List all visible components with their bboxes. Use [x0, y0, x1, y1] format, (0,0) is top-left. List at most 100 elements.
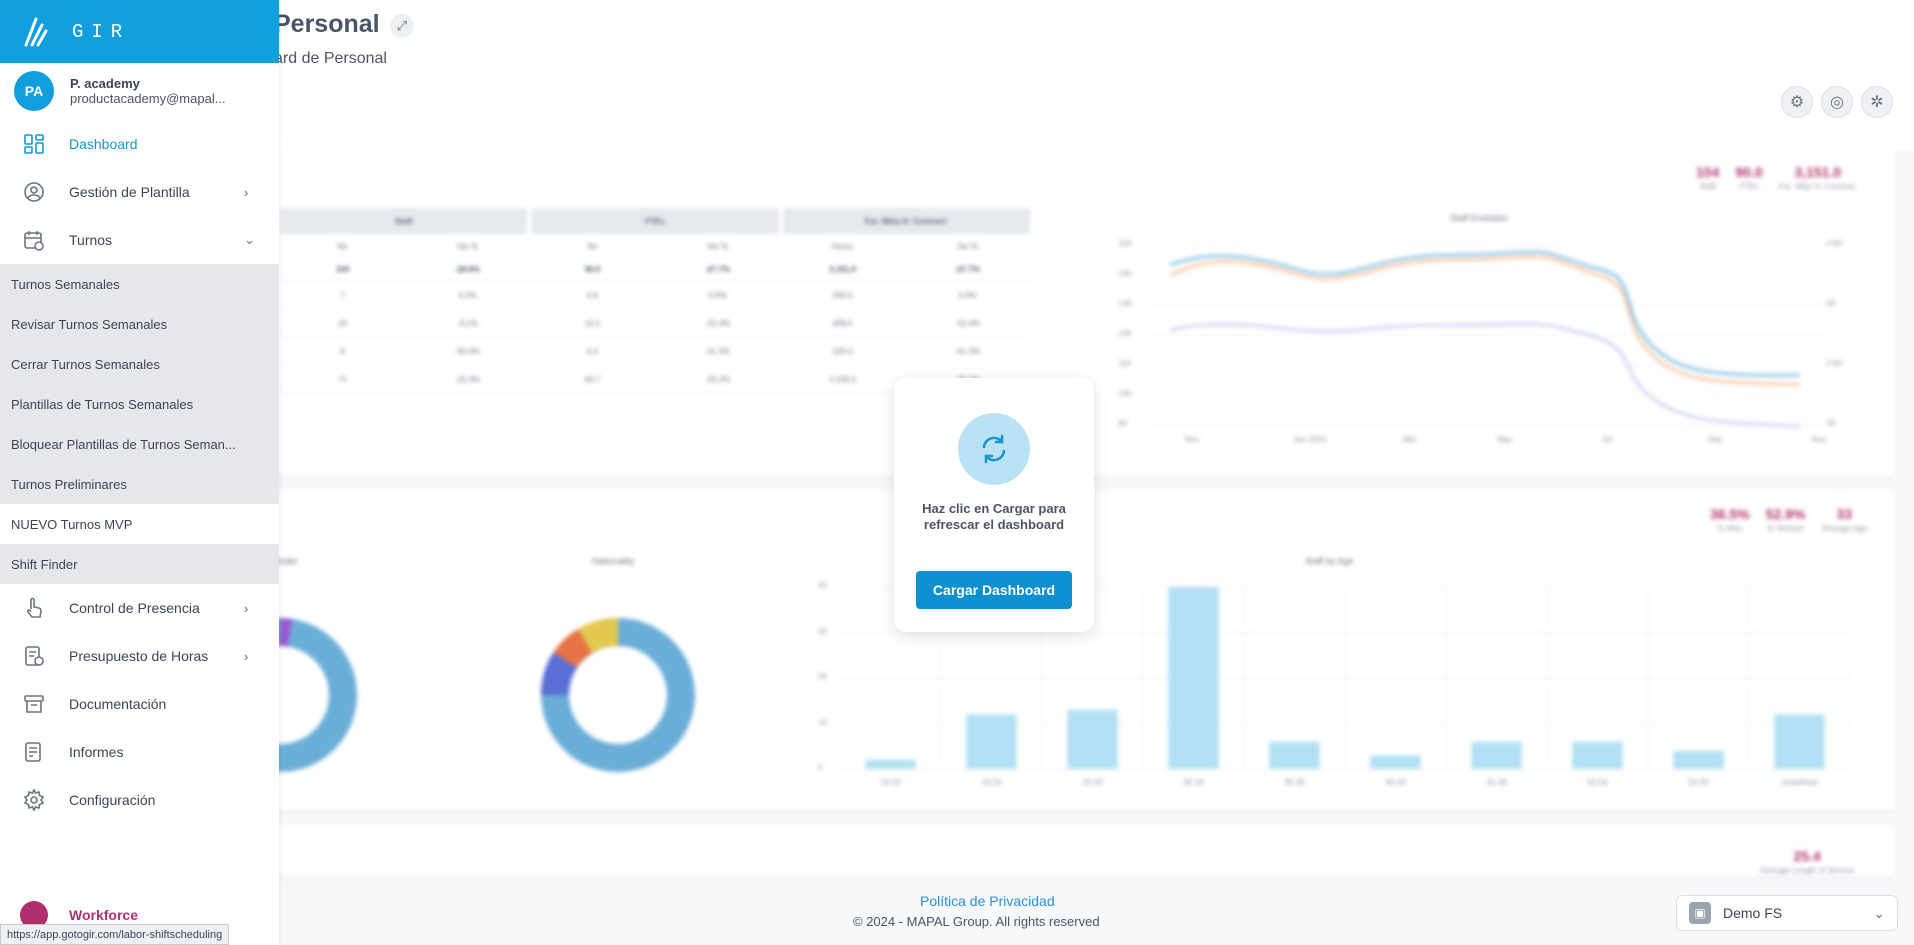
load-dashboard-modal: Haz clic en Cargar para refrescar el das… [894, 378, 1094, 632]
bar [966, 714, 1017, 769]
chevron-down-icon: ⌄ [244, 232, 255, 247]
x-tick-label: Undefined [1781, 778, 1817, 787]
page-header [230, 0, 1914, 150]
demographic-kpis: 36.5%% Men 52.9%% Women 33 Average Age [1710, 506, 1867, 533]
table-row: 19 -9.1% 13.1 -22.4% 458.0 -22.4% [280, 310, 1030, 338]
location-icon[interactable]: ◎ [1821, 86, 1853, 118]
kpi-average-age: 33 Average Age [1821, 506, 1868, 533]
chevron-down-icon: ⌄ [1873, 904, 1885, 921]
sidebar-item-presencia[interactable]: Control de Presencia › [0, 584, 279, 632]
x-tick-label: 25-29 [1082, 778, 1103, 787]
user-profile[interactable]: PA P. academy productacademy@mapal... [0, 63, 279, 118]
settings-icon[interactable]: ✲ [1861, 86, 1893, 118]
sidebar-item-dashboard[interactable]: Dashboard [0, 120, 279, 168]
user-name: P. academy [70, 75, 140, 91]
expand-icon[interactable]: ⤢ [390, 14, 414, 38]
nationality-chart-title: Nationality [592, 556, 635, 566]
y-tick-right: 4K [1826, 299, 1836, 308]
sidebar-item-turnos[interactable]: Turnos ⌄ [0, 216, 279, 264]
page-title: Personal [274, 10, 380, 38]
kpi-service: 25.4 Average Length of Service [1760, 848, 1855, 875]
staff-evolution-title: Staff Evolution [1450, 213, 1508, 223]
table-summary-row: 104 -28.8% 90.0 -27.7% 3,151.0 -27.7% [280, 258, 1030, 282]
bar [1067, 709, 1118, 769]
archive-icon [22, 692, 46, 716]
document-clock-icon [22, 644, 46, 668]
x-tick: May [1497, 435, 1513, 444]
y-tick-right: 3.5K [1826, 359, 1843, 368]
kpi-staff: 104 Staff [1696, 164, 1720, 191]
x-tick-label: 55-59 [1688, 778, 1709, 787]
kpi-men: 36.5%% Men [1710, 506, 1750, 533]
sidebar-item-configuracion[interactable]: Configuración [0, 776, 279, 824]
x-tick: Jul [1602, 435, 1613, 444]
series-line [1169, 250, 1801, 377]
sidebar-item-informes[interactable]: Informes [0, 728, 279, 776]
submenu-item[interactable]: Bloquear Plantillas de Turnos Seman... [11, 436, 236, 452]
report-icon [22, 740, 46, 764]
gear-icon [22, 788, 46, 812]
bar [1269, 741, 1320, 769]
y-tick: 30 [818, 627, 827, 636]
sidebar-item-label: Configuración [69, 792, 156, 808]
sidebar-item-label: Informes [69, 744, 124, 760]
x-tick-label: 19-24 [981, 778, 1002, 787]
x-tick-label: 50-54 [1587, 778, 1608, 787]
modal-message: Haz clic en Cargar para refrescar el das… [922, 501, 1066, 532]
x-tick-label: 16-18 [880, 778, 901, 787]
chevron-right-icon: › [244, 184, 249, 200]
store-selector[interactable]: ▣ Demo FS ⌄ [1676, 895, 1898, 931]
submenu-item[interactable]: Shift Finder [11, 556, 78, 572]
bar [1168, 587, 1219, 769]
bar [1572, 741, 1623, 769]
load-dashboard-button[interactable]: Cargar Dashboard [916, 571, 1072, 609]
kpi-contract: 3,151.0 Fut. Wkly H. Contract. [1778, 164, 1857, 191]
bar [1774, 714, 1825, 769]
submenu-item[interactable]: Cerrar Turnos Semanales [11, 356, 160, 372]
table-group-header: Staff [280, 208, 528, 234]
x-tick: Mar [1403, 435, 1417, 444]
bar [1471, 741, 1522, 769]
y-tick: 120 [1118, 329, 1132, 338]
submenu-item[interactable]: Turnos Preliminares [11, 476, 127, 492]
y-tick: 130 [1118, 299, 1132, 308]
workforce-label: Workforce [69, 907, 138, 923]
sidebar-item-label: Dashboard [69, 136, 138, 152]
filter-icon[interactable]: ⚙ [1781, 86, 1813, 118]
service-card [240, 826, 1896, 876]
sidebar-item-label: Gestión de Plantilla [69, 184, 190, 200]
privacy-link[interactable]: Política de Privacidad [920, 893, 1055, 909]
nationality-donut [541, 618, 695, 772]
store-icon: ▣ [1689, 902, 1711, 924]
user-circle-icon [22, 180, 46, 204]
chevron-right-icon: › [244, 648, 249, 664]
x-tick: Sep [1708, 435, 1723, 444]
sidebar-item-label: Documentación [69, 696, 167, 712]
bar [1370, 755, 1421, 769]
staff-table: Staff FTEs Fut. Wkly H. Contract. No Var … [280, 208, 1030, 394]
y-tick: 20 [818, 672, 827, 681]
sidebar-item-label: Presupuesto de Horas [69, 648, 209, 664]
y-tick-right: 4.5K [1826, 239, 1843, 248]
sidebar-item-documentacion[interactable]: Documentación [0, 680, 279, 728]
sidebar-item-label: Turnos [69, 232, 113, 248]
bar [865, 759, 916, 769]
sidebar-item-gestion[interactable]: Gestión de Plantilla › [0, 168, 279, 216]
submenu-item[interactable]: Turnos Semanales [11, 276, 120, 292]
staff-by-age-chart: 16-18 19-24 25-29 30-34 35-39 40-44 45-49 50-54… [840, 586, 1850, 787]
table-row: 7 0.0% 6.9 0.0% 240.0 0.0% [280, 282, 1030, 310]
y-tick: 110 [1118, 359, 1131, 368]
x-tick: Nov [1812, 435, 1827, 444]
gir-logo-icon [24, 17, 48, 46]
sidebar-item-label: Control de Presencia [69, 600, 200, 616]
submenu-item[interactable]: Plantillas de Turnos Semanales [11, 396, 194, 412]
sidebar-item-presupuesto[interactable]: Presupuesto de Horas › [0, 632, 279, 680]
submenu-item-selected[interactable]: NUEVO Turnos MVP [0, 504, 279, 544]
chevron-right-icon: › [244, 600, 249, 616]
submenu-item[interactable]: Revisar Turnos Semanales [11, 316, 168, 332]
user-email: productacademy@mapal... [70, 90, 226, 106]
dashboard-icon [22, 132, 46, 156]
sidebar-menu: Dashboard Gestión de Plantilla › Turnos … [0, 120, 279, 824]
store-name: Demo FS [1723, 905, 1783, 921]
brand-bar: GIR [0, 0, 279, 63]
